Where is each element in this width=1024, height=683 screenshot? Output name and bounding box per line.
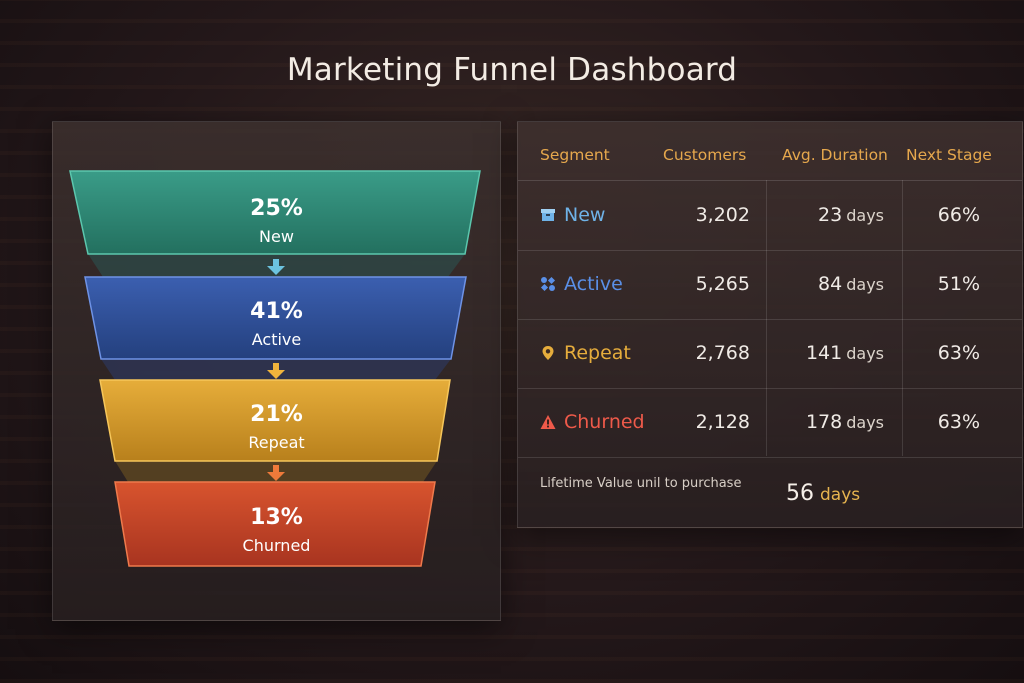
table-row[interactable]: Churned 2,128 178 days 63%	[518, 388, 1022, 458]
segment-cell: New	[540, 181, 605, 250]
funnel-stage-new	[69, 170, 481, 255]
duration-unit: days	[846, 413, 884, 432]
next-stage-cell: 63%	[937, 411, 980, 433]
down-arrow-icon	[267, 259, 285, 275]
header-duration: Avg. Duration	[782, 146, 888, 164]
table-row[interactable]: Active 5,265 84 days 51%	[518, 250, 1022, 320]
stage-name: Active	[251, 330, 302, 350]
stage-percent: 21%	[250, 402, 303, 427]
funnel-graphic	[69, 170, 481, 567]
duration-unit: days	[846, 344, 884, 363]
segment-cell: Repeat	[540, 319, 631, 388]
segment-name: Active	[564, 273, 623, 295]
column-divider	[902, 180, 903, 456]
funnel-label-repeat: 21% Repeat	[53, 402, 500, 453]
box-icon	[541, 209, 555, 221]
location-pin-icon	[542, 346, 554, 360]
funnel-stage-churned	[114, 481, 436, 567]
segment-name: Churned	[564, 411, 645, 433]
duration-cell: 23 days	[818, 181, 884, 250]
funnel-label-new: 25% New	[53, 196, 500, 247]
duration-value: 141	[805, 342, 843, 364]
stage-percent: 13%	[250, 505, 303, 530]
duration-unit: days	[846, 206, 884, 225]
ltv-label: Lifetime Value unil to purchase	[540, 476, 742, 491]
puzzle-icon	[540, 276, 556, 292]
customers-cell: 5,265	[695, 273, 750, 295]
header-customers: Customers	[663, 146, 747, 164]
page-title: Marketing Funnel Dashboard	[286, 52, 738, 88]
next-stage-cell: 63%	[937, 342, 980, 364]
down-arrow-icon	[267, 363, 285, 379]
warning-icon	[540, 415, 556, 429]
header-segment: Segment	[540, 146, 610, 164]
header-divider	[518, 180, 1022, 181]
duration-value: 178	[805, 411, 843, 433]
segment-cell: Churned	[540, 388, 645, 457]
funnel-panel: 25% New 41% Active 21% Repeat 13% Churne…	[52, 121, 501, 621]
stage-name: New	[259, 227, 294, 247]
ltv-unit: days	[820, 485, 861, 505]
duration-cell: 84 days	[818, 250, 884, 319]
stage-percent: 41%	[250, 299, 303, 324]
duration-value: 84	[818, 273, 843, 295]
funnel-label-churned: 13% Churned	[53, 505, 500, 556]
column-divider	[766, 180, 767, 456]
ltv-value: 56 days	[786, 481, 860, 506]
table-row[interactable]: New 3,202 23 days 66%	[518, 181, 1022, 251]
customers-cell: 2,768	[695, 342, 750, 364]
stage-name: Repeat	[248, 433, 305, 453]
ltv-number: 56	[786, 481, 814, 506]
duration-unit: days	[846, 275, 884, 294]
duration-cell: 141 days	[806, 319, 884, 388]
segment-name: New	[564, 204, 606, 226]
header-next-stage: Next Stage	[906, 146, 992, 164]
funnel-stage-active	[84, 276, 467, 360]
duration-cell: 178 days	[806, 388, 884, 457]
next-stage-cell: 66%	[937, 204, 980, 226]
duration-value: 23	[818, 204, 843, 226]
stage-name: Churned	[242, 536, 311, 556]
stage-percent: 25%	[250, 196, 303, 221]
customers-cell: 2,128	[695, 411, 750, 433]
segment-name: Repeat	[564, 342, 631, 364]
down-arrow-icon	[267, 465, 285, 481]
segment-table: Segment Customers Avg. Duration Next Sta…	[517, 121, 1023, 528]
funnel-stage-repeat	[99, 379, 451, 462]
segment-cell: Active	[540, 250, 623, 319]
funnel-label-active: 41% Active	[53, 299, 500, 350]
table-row[interactable]: Repeat 2,768 141 days 63%	[518, 319, 1022, 389]
customers-cell: 3,202	[695, 204, 750, 226]
next-stage-cell: 51%	[937, 273, 980, 295]
